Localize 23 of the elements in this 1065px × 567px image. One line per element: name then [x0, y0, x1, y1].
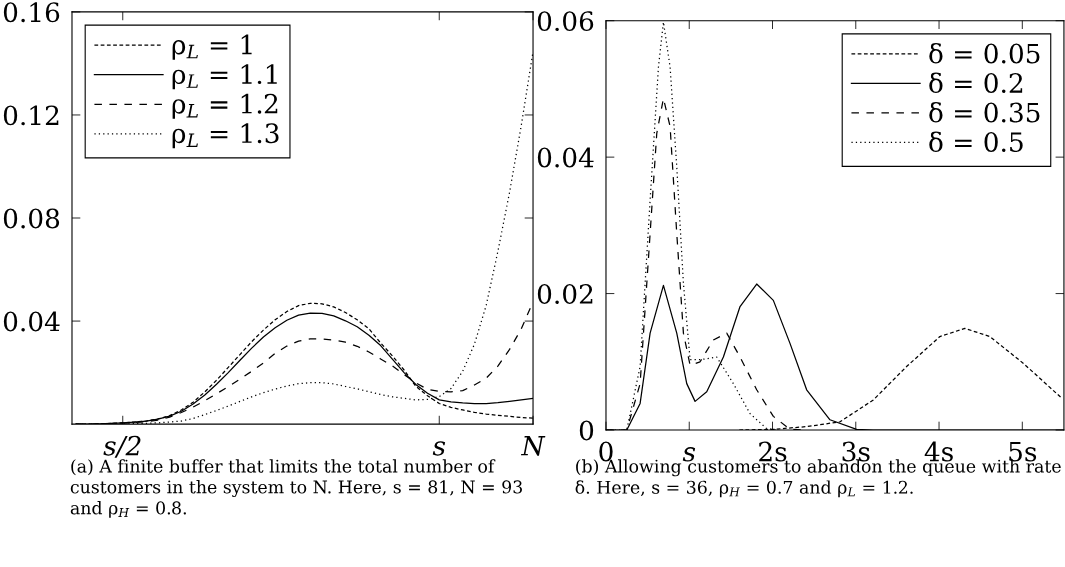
legend-label: δ = 0.35 — [929, 101, 1040, 123]
legend-label: δ = 0.05 — [929, 42, 1040, 64]
y-tick-label: 0.04 — [537, 147, 594, 168]
legend-label: ρ$_{L}$ = 1 — [172, 34, 252, 60]
x-tick-label: s — [682, 447, 696, 462]
y-tick-label: 0.02 — [537, 284, 593, 304]
y-tick-label: 0.08 — [3, 208, 60, 229]
y-tick-label: 0.16 — [3, 2, 60, 23]
legend-label: ρ$_{L}$ = 1.1 — [172, 64, 277, 90]
y-tick-label: 0.04 — [3, 311, 60, 332]
x-tick-label: N — [520, 436, 546, 456]
legend-label: δ = 0.2 — [929, 72, 1023, 94]
text: (a) A finite buffer that limits the total number of customers in the system to N. Here, s = 81, N = 93 and ρ$_{H}$ = 0.8. — [70, 459, 522, 518]
legend-label: ρ$_{L}$ = 1.2 — [172, 93, 278, 119]
legend-label: δ = 0.5 — [929, 131, 1023, 153]
y-tick-label: 0.12 — [3, 105, 59, 126]
y-tick-label: 0 — [579, 420, 594, 441]
y-tick-label: 0.06 — [537, 11, 594, 32]
legend-label: ρ$_{L}$ = 1.3 — [172, 123, 279, 149]
x-tick-label: s — [432, 441, 446, 456]
x-tick-label: s/2 — [103, 435, 141, 458]
x-tick-label: 2s — [759, 441, 787, 462]
x-tick-label: 4s — [924, 441, 953, 462]
